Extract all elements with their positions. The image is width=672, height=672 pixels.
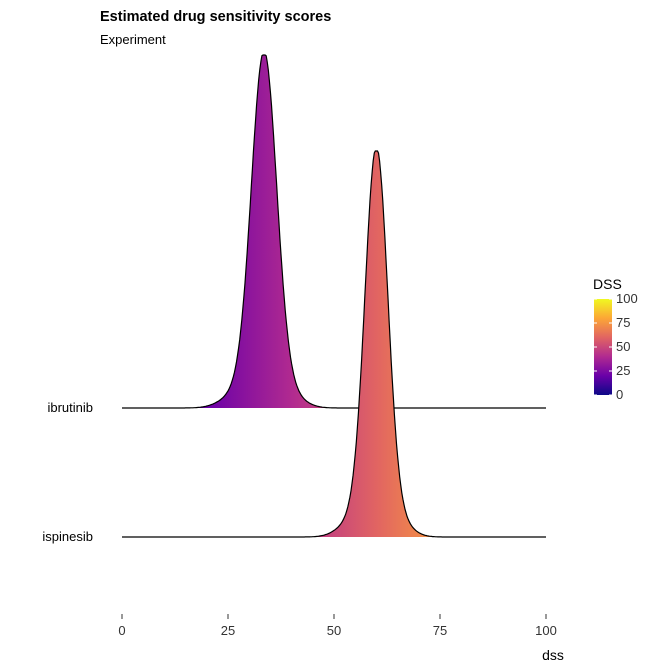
legend-label-75: 75	[616, 315, 630, 330]
x-tick-label-100: 100	[535, 623, 557, 638]
ridge-fill-ibrutinib	[122, 55, 546, 408]
x-axis-title: dss	[542, 647, 564, 663]
chart-title: Estimated drug sensitivity scores	[100, 9, 332, 25]
legend: DSS 0 25 50 75 100	[593, 276, 638, 402]
legend-label-100: 100	[616, 291, 638, 306]
ridge-ispinesib	[122, 150, 546, 538]
chart-subtitle: Experiment	[100, 32, 166, 47]
legend-colorbar	[594, 299, 612, 395]
legend-label-0: 0	[616, 387, 623, 402]
x-tick-label-50: 50	[327, 623, 341, 638]
ridges-layer	[122, 54, 546, 538]
x-axis: 0 25 50 75 100	[118, 614, 557, 638]
category-labels: ibrutinib ispinesib	[42, 400, 93, 544]
x-tick-label-25: 25	[221, 623, 235, 638]
x-tick-label-0: 0	[118, 623, 125, 638]
x-tick-label-75: 75	[433, 623, 447, 638]
ridge-ibrutinib	[122, 54, 546, 409]
legend-label-25: 25	[616, 363, 630, 378]
legend-label-50: 50	[616, 339, 630, 354]
ridge-line-ibrutinib	[122, 54, 546, 409]
ridge-line-ispinesib	[122, 150, 546, 538]
category-label-ibrutinib: ibrutinib	[47, 400, 93, 415]
legend-title: DSS	[593, 276, 622, 292]
category-label-ispinesib: ispinesib	[42, 529, 93, 544]
ridge-fill-ispinesib	[122, 151, 546, 537]
